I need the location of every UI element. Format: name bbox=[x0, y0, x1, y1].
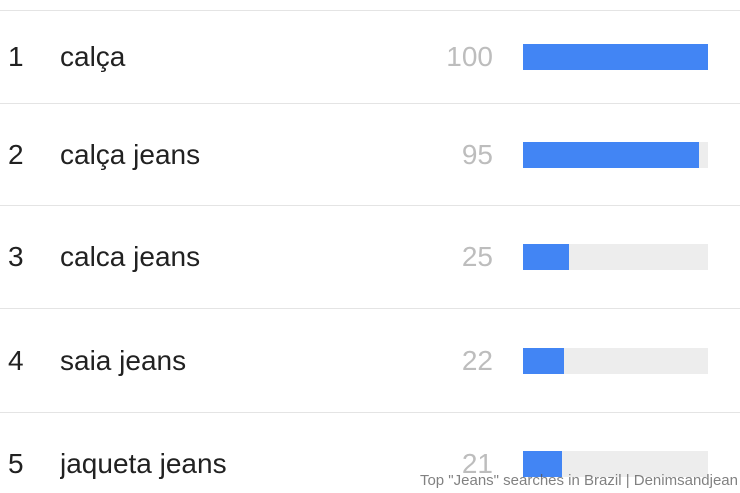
search-term: calça bbox=[60, 41, 126, 72]
search-term: jaqueta jeans bbox=[60, 447, 227, 479]
bar-track bbox=[523, 44, 708, 70]
value-label: 95 bbox=[461, 138, 493, 170]
trend-row[interactable]: 3 calca jeans 25 bbox=[0, 205, 740, 308]
trend-row[interactable]: 2 calça jeans 95 bbox=[0, 103, 740, 205]
bar-track bbox=[523, 450, 708, 477]
trend-row[interactable]: 5 jaqueta jeans 21 bbox=[0, 412, 740, 493]
bar-track bbox=[523, 347, 708, 374]
search-term: saia jeans bbox=[60, 344, 187, 376]
value-label: 21 bbox=[461, 447, 493, 479]
bar-fill bbox=[523, 450, 562, 477]
search-term: calça jeans bbox=[60, 138, 201, 170]
bar-track bbox=[523, 244, 708, 270]
value-label: 22 bbox=[461, 344, 493, 376]
search-term: calca jeans bbox=[60, 241, 201, 272]
rank-label: 2 bbox=[8, 138, 24, 170]
rank-label: 3 bbox=[8, 241, 24, 272]
trend-row[interactable]: 4 saia jeans 22 bbox=[0, 308, 740, 412]
rank-label: 1 bbox=[8, 41, 24, 72]
rank-label: 5 bbox=[8, 447, 24, 479]
rank-label: 4 bbox=[8, 344, 24, 376]
bar-fill bbox=[523, 141, 699, 168]
value-label: 100 bbox=[446, 41, 493, 72]
bar-fill bbox=[523, 347, 564, 374]
value-label: 25 bbox=[461, 241, 493, 272]
bar-fill bbox=[523, 44, 708, 70]
trend-row[interactable]: 1 calça 100 bbox=[0, 10, 740, 103]
bar-fill bbox=[523, 244, 570, 270]
bar-track bbox=[523, 141, 708, 168]
